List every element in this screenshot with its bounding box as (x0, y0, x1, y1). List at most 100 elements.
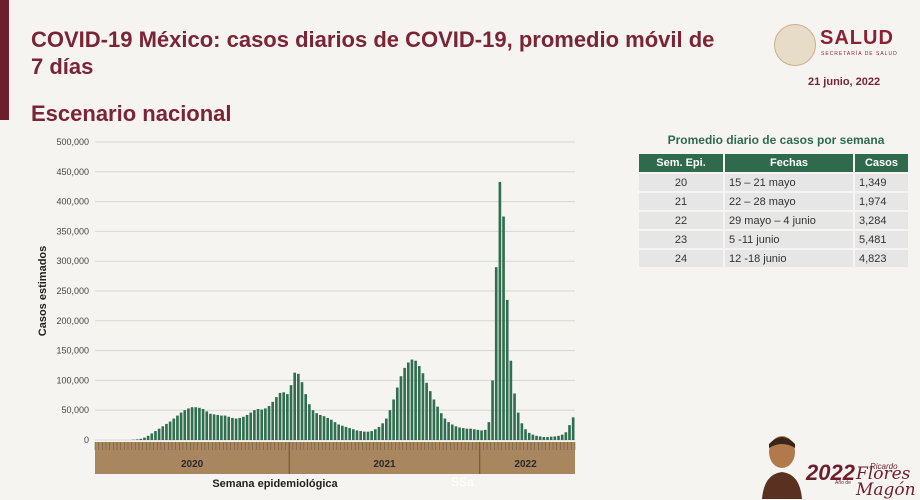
bar (396, 388, 399, 440)
page-subtitle: Escenario nacional (31, 101, 232, 127)
bar (521, 423, 524, 440)
bar (312, 410, 315, 440)
bar (334, 422, 337, 440)
bar (469, 429, 472, 440)
bar (367, 432, 370, 440)
bar (422, 373, 425, 440)
bar (407, 363, 410, 440)
bar (378, 427, 381, 440)
y-tick-label: 250,000 (56, 286, 89, 296)
bar (308, 404, 311, 440)
x-axis-band (95, 442, 575, 474)
bar (400, 376, 403, 440)
bar (154, 431, 157, 440)
cases-cell: 1,349 (855, 174, 908, 191)
bar (565, 432, 568, 440)
bar (546, 437, 549, 440)
bar (495, 267, 498, 440)
bar (231, 418, 234, 440)
table-row: 21 22 – 28 mayo 1,974 (639, 193, 908, 210)
bar (462, 428, 465, 440)
bar (392, 399, 395, 440)
bar (198, 408, 201, 440)
bar (557, 436, 560, 440)
bar (411, 360, 414, 440)
bar (363, 432, 366, 440)
bar (187, 408, 190, 440)
bar (257, 409, 260, 440)
bar (191, 407, 194, 440)
page-title: COVID-19 México: casos diarios de COVID-… (31, 26, 731, 80)
bar (161, 426, 164, 440)
bar (172, 419, 175, 440)
logo-subtext: SECRETARÍA DE SALUD (821, 51, 898, 57)
year-logo: 2022 Ricardo Flores Magón Año de (748, 430, 920, 499)
bar (213, 414, 216, 440)
y-tick-label: 400,000 (56, 197, 89, 207)
table-header-row: Sem. Epi. Fechas Casos (639, 154, 908, 172)
bar (554, 436, 557, 440)
bar (510, 361, 513, 440)
bar (238, 418, 241, 440)
bar (297, 374, 300, 440)
bar (524, 429, 527, 440)
bar (539, 436, 542, 440)
bar (480, 430, 483, 440)
bar (150, 433, 153, 440)
bar (433, 399, 436, 440)
bar (224, 416, 227, 440)
cases-cell: 3,284 (855, 212, 908, 229)
bar (271, 402, 274, 440)
y-axis-label: Casos estimados (37, 246, 49, 336)
bar (403, 368, 406, 440)
cases-cell: 5,481 (855, 231, 908, 248)
bar (169, 422, 172, 440)
logo-text: SALUD (820, 27, 894, 50)
bar (506, 300, 509, 440)
bar (268, 406, 271, 440)
dates-cell: 15 – 21 mayo (725, 174, 853, 191)
y-tick-label: 100,000 (56, 375, 89, 385)
bar (499, 182, 502, 440)
bar (220, 416, 223, 440)
y-tick-label: 0 (84, 435, 89, 445)
bar (429, 391, 432, 440)
bar (389, 410, 392, 440)
x-axis-label: Semana epidemiológica (212, 478, 338, 490)
week-cell: 20 (639, 174, 723, 191)
bar (264, 408, 267, 440)
anio-text: Año de (835, 480, 851, 486)
caption: SSa (451, 475, 474, 489)
y-tick-label: 50,000 (61, 405, 89, 415)
bar (535, 436, 538, 440)
bar (194, 407, 197, 440)
bar (517, 413, 520, 440)
bar (143, 438, 146, 440)
bar (477, 430, 480, 440)
bar (158, 429, 161, 440)
y-tick-label: 200,000 (56, 316, 89, 326)
table-row: 23 5 -11 junio 5,481 (639, 231, 908, 248)
bar (447, 422, 450, 440)
bar (323, 416, 326, 440)
bar (275, 397, 278, 440)
bar (330, 420, 333, 440)
y-tick-label: 350,000 (56, 226, 89, 236)
bar (359, 431, 362, 440)
bar (444, 419, 447, 440)
dates-cell: 29 mayo – 4 junio (725, 212, 853, 229)
bar (301, 382, 304, 440)
bar (484, 430, 487, 440)
bar (216, 415, 219, 440)
bar (139, 439, 142, 440)
portrait-icon (756, 430, 808, 499)
bar (491, 380, 494, 440)
table-row: 20 15 – 21 mayo 1,349 (639, 174, 908, 191)
bar (381, 423, 384, 440)
bar (418, 366, 421, 440)
bar (425, 383, 428, 440)
bar (414, 361, 417, 440)
bar (282, 392, 285, 440)
bar (370, 431, 373, 440)
accent-bar (0, 0, 9, 120)
